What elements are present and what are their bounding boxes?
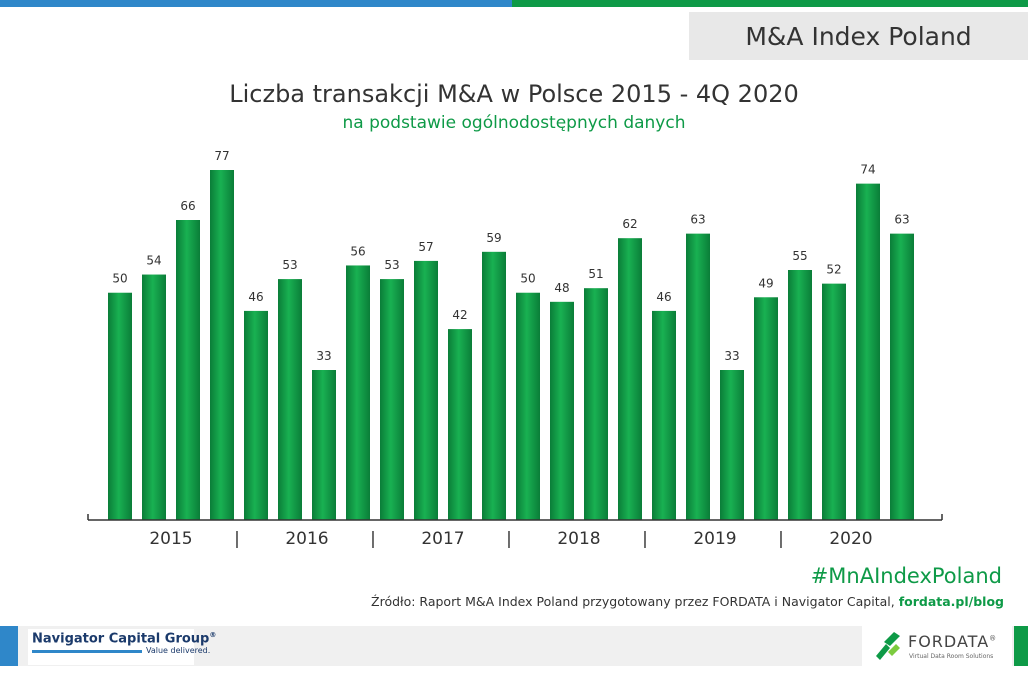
- bar: [176, 220, 200, 520]
- bar: [380, 279, 404, 520]
- bar: [686, 233, 710, 520]
- bar: [652, 310, 676, 520]
- year-separator: |: [234, 529, 240, 549]
- bar: [516, 292, 540, 520]
- year-separator: |: [506, 529, 512, 549]
- bar: [822, 283, 846, 520]
- source-note: Źródło: Raport M&A Index Poland przygoto…: [371, 594, 1004, 609]
- bar-chart: 50 54 66 77 46 53 33 56 53 57 42 59 50 48 51 62 46 63 33 49…: [87, 149, 943, 549]
- bar-value-label: 48: [554, 281, 569, 295]
- header-title: M&A Index Poland: [689, 12, 1028, 60]
- bar: [482, 251, 506, 520]
- bar-value-label: 49: [758, 276, 773, 290]
- year-label: 2018: [557, 529, 600, 549]
- bar: [142, 274, 166, 520]
- bar: [754, 297, 778, 520]
- bar: [278, 279, 302, 520]
- fordata-name: FORDATA®: [908, 632, 998, 651]
- year-label: 2016: [285, 529, 328, 549]
- navigator-tagline: Value delivered.: [146, 646, 211, 655]
- bar: [788, 270, 812, 520]
- bar-value-label: 51: [588, 267, 603, 281]
- year-label: 2017: [421, 529, 464, 549]
- bar-value-label: 33: [724, 349, 739, 363]
- navigator-logo: Navigator Capital Group® Value delivered…: [28, 629, 216, 665]
- fordata-mark-icon: [876, 632, 900, 660]
- bar: [890, 233, 914, 520]
- bar: [720, 370, 744, 520]
- navigator-name: Navigator Capital Group®: [32, 631, 217, 647]
- hashtag: #MnAIndexPoland: [810, 564, 1002, 588]
- bar-value-label: 57: [418, 240, 433, 254]
- bar: [448, 329, 472, 520]
- navigator-underline: [32, 650, 142, 653]
- year-separator: |: [370, 529, 376, 549]
- bar: [312, 370, 336, 520]
- fordata-logo: FORDATA® Virtual Data Room Solutions: [862, 626, 1012, 666]
- bar: [414, 260, 438, 520]
- bar-value-label: 42: [452, 308, 467, 322]
- bar-value-label: 56: [350, 244, 365, 258]
- bar-value-label: 74: [860, 163, 875, 177]
- footer-green-accent: [1014, 626, 1028, 666]
- source-link[interactable]: fordata.pl/blog: [898, 594, 1004, 609]
- bar-value-label: 54: [146, 254, 161, 268]
- bar-value-label: 62: [622, 217, 637, 231]
- bar-value-label: 50: [112, 272, 127, 286]
- bar: [856, 183, 880, 521]
- bar-value-label: 66: [180, 199, 195, 213]
- year-label: 2019: [693, 529, 736, 549]
- footer-blue-accent: [0, 626, 18, 666]
- bar: [244, 310, 268, 520]
- year-separator: |: [642, 529, 648, 549]
- bar-value-label: 59: [486, 231, 501, 245]
- chart-subtitle: na podstawie ogólnodostępnych danych: [342, 113, 686, 133]
- bar: [346, 265, 370, 520]
- bar-value-label: 33: [316, 349, 331, 363]
- bar-value-label: 77: [214, 149, 229, 163]
- year-label: 2020: [829, 529, 872, 549]
- bar-value-label: 53: [282, 258, 297, 272]
- bar-value-label: 46: [248, 290, 263, 304]
- chart-title: Liczba transakcji M&A w Polsce 2015 - 4Q…: [229, 80, 799, 108]
- bar: [108, 292, 132, 520]
- bar-value-label: 63: [690, 213, 705, 227]
- year-label: 2015: [149, 529, 192, 549]
- bar: [550, 301, 574, 520]
- bar-value-label: 46: [656, 290, 671, 304]
- bar-value-label: 52: [826, 263, 841, 277]
- bar-value-label: 55: [792, 249, 807, 263]
- bar-value-label: 50: [520, 272, 535, 286]
- bar: [584, 288, 608, 520]
- bar: [210, 170, 234, 520]
- bar: [618, 238, 642, 520]
- top-bar-blue: [0, 0, 512, 7]
- top-bar-green: [512, 0, 1028, 7]
- year-separator: |: [778, 529, 784, 549]
- source-text: Źródło: Raport M&A Index Poland przygoto…: [371, 594, 895, 609]
- bar-value-label: 53: [384, 258, 399, 272]
- bar-value-label: 63: [894, 213, 909, 227]
- fordata-tagline: Virtual Data Room Solutions: [909, 653, 994, 660]
